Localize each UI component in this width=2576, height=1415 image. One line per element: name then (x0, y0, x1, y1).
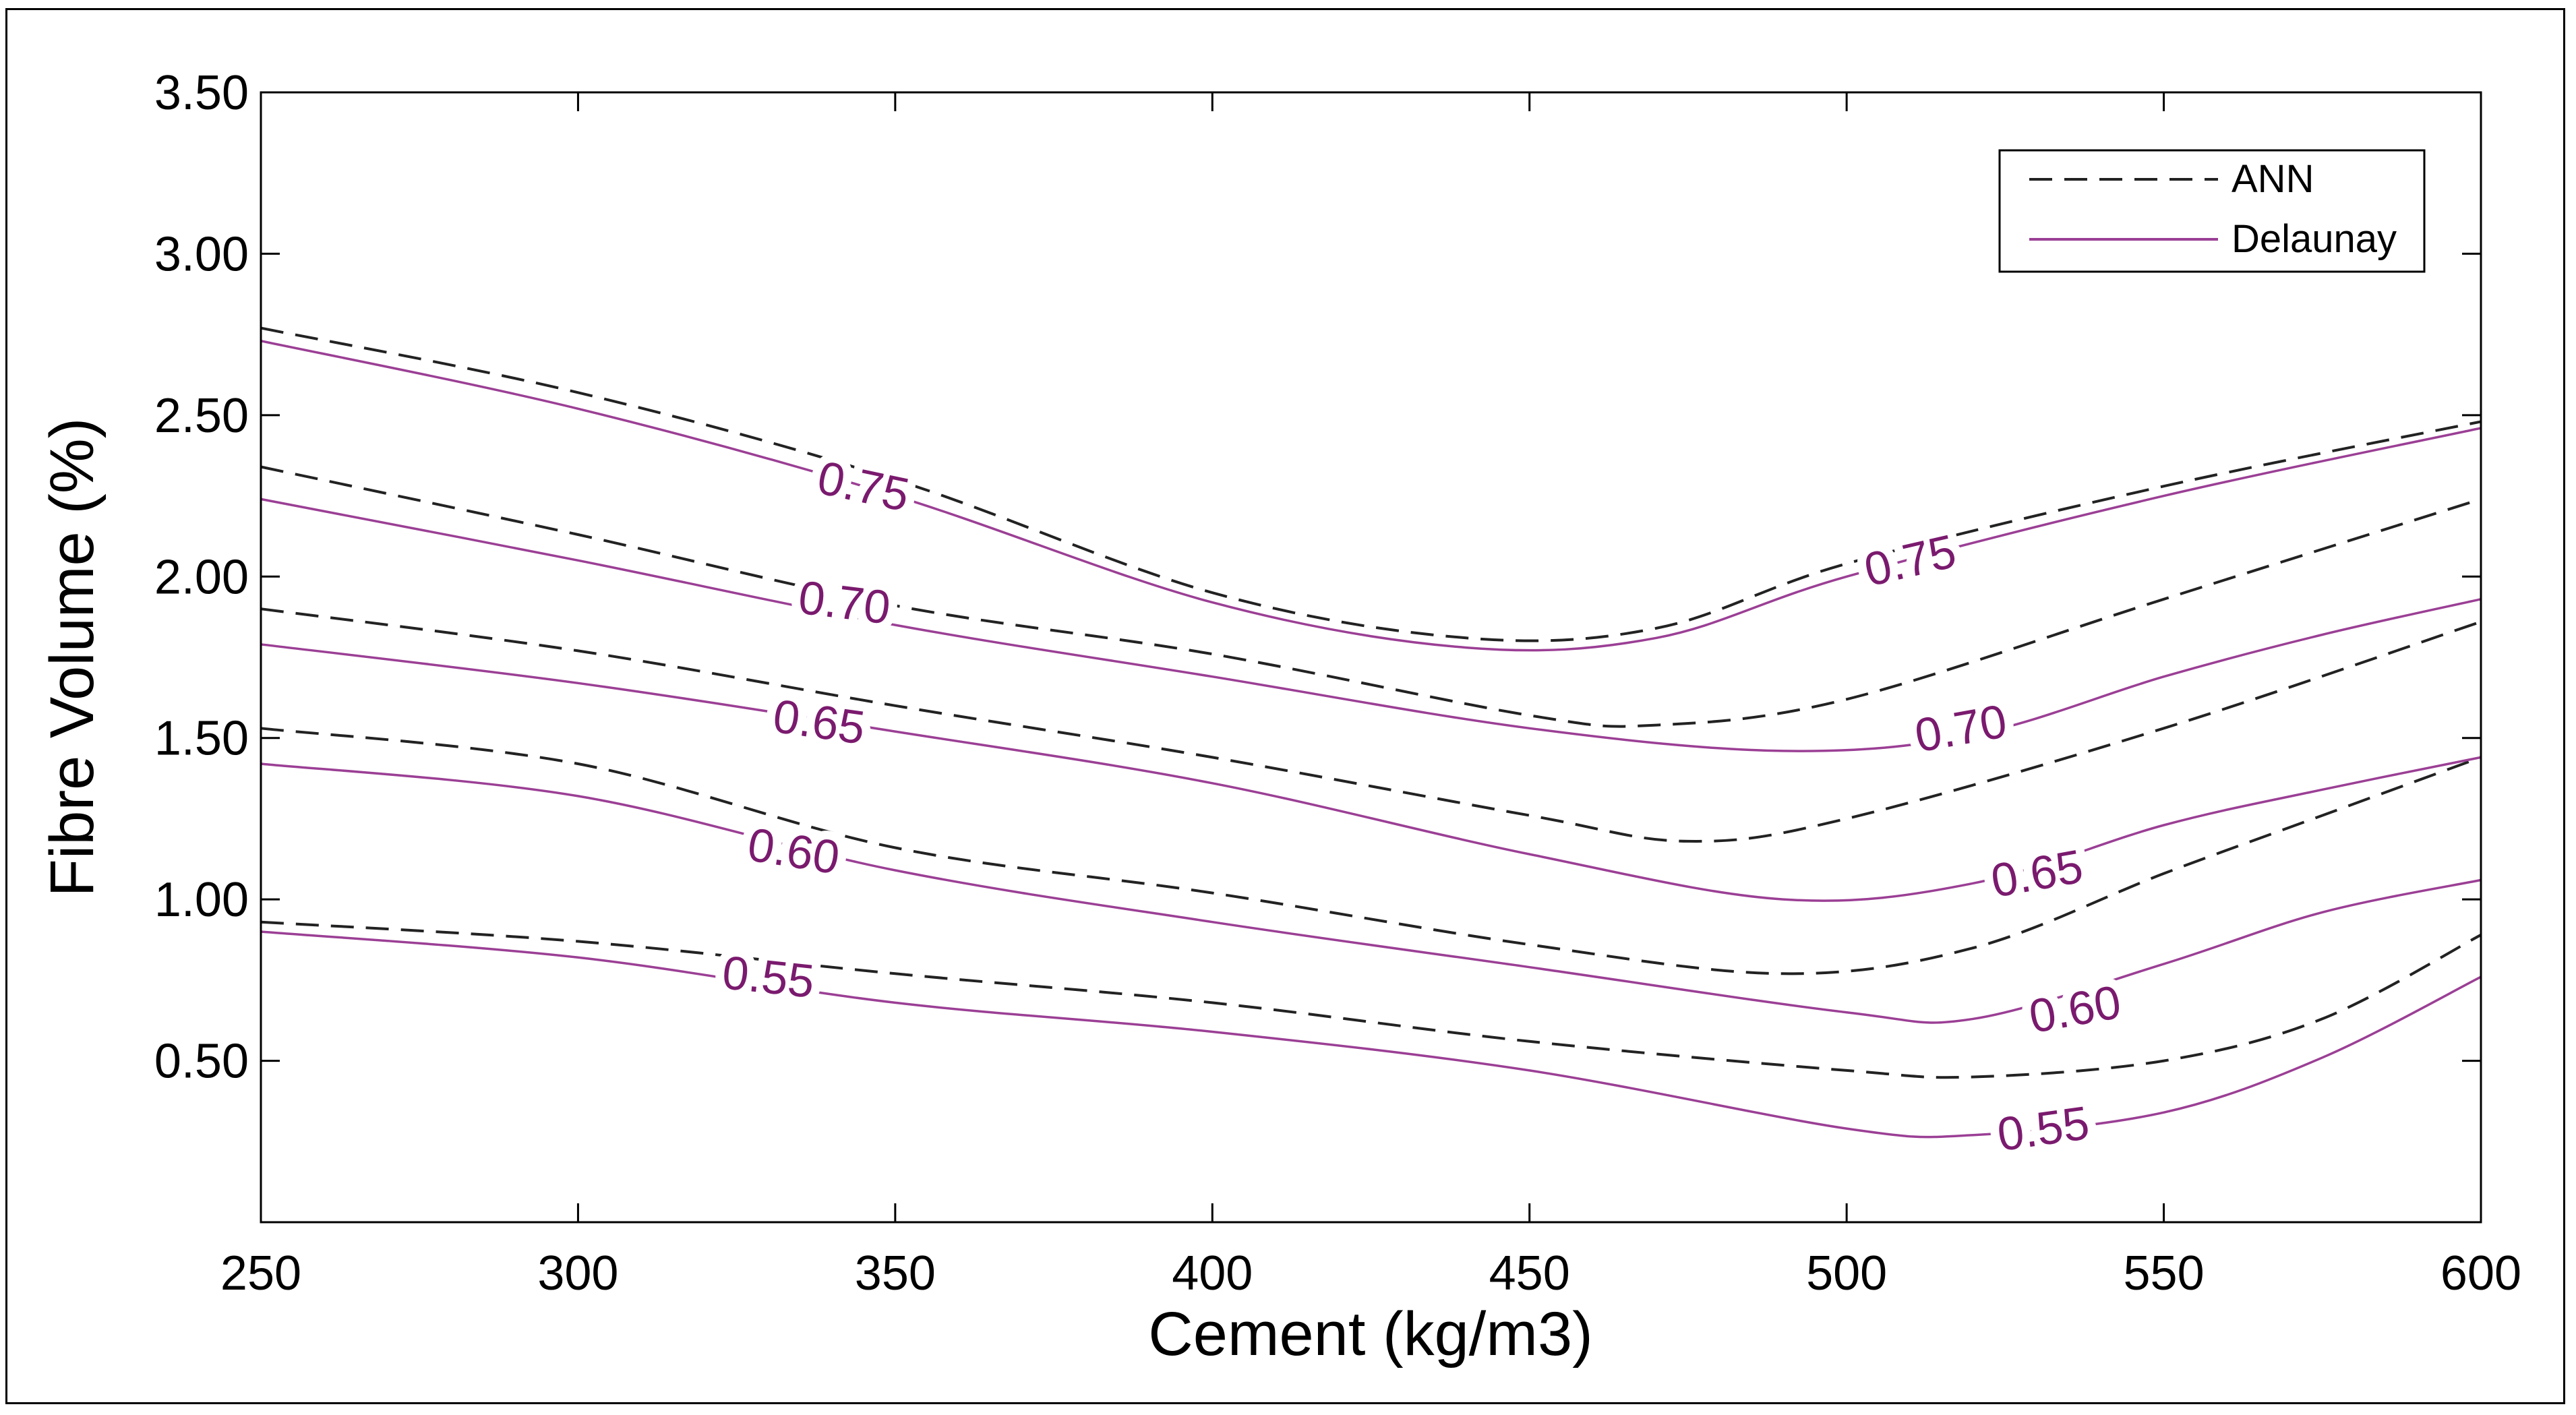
contour-line-delaunay-0.60 (260, 762, 2482, 1024)
contour-line-delaunay-0.75 (260, 339, 2482, 652)
legend-delaunay-label: Delaunay (2231, 217, 2397, 261)
x-axis-label: Cement (kg/m3) (1148, 1300, 1593, 1368)
contour-label-0: 0.75 (813, 451, 913, 522)
contour-lines (260, 326, 2482, 1139)
contour-line-delaunay-0.55 (260, 930, 2482, 1139)
y-tick-label: 1.00 (154, 873, 249, 927)
y-tick-label: 1.50 (154, 712, 249, 766)
figure-frame (5, 8, 2565, 1404)
x-tick-label: 450 (1489, 1246, 1570, 1300)
x-tick-label: 400 (1172, 1246, 1253, 1300)
contour-line-ann-0.70 (260, 465, 2482, 728)
contour-line-ann-0.65 (260, 607, 2482, 843)
contour-label-1: 0.70 (796, 571, 893, 634)
y-axis-label: Fibre Volume (%) (38, 418, 107, 897)
contour-line-delaunay-0.65 (260, 643, 2482, 902)
contour-label-9: 0.55 (1994, 1096, 2093, 1161)
y-tick-label: 0.50 (154, 1035, 249, 1089)
y-tick-label: 3.00 (154, 227, 249, 281)
x-tick-label: 300 (537, 1246, 618, 1300)
y-tick-label: 3.50 (154, 66, 249, 120)
contour-label-5: 0.75 (1859, 524, 1960, 597)
x-tick-label: 500 (1806, 1246, 1887, 1300)
y-tick-label: 2.50 (154, 389, 249, 443)
contour-label-3: 0.60 (744, 818, 843, 884)
contour-label-7: 0.65 (1987, 840, 2087, 907)
x-tick-label: 250 (220, 1246, 301, 1300)
legend-ann-label: ANN (2231, 157, 2314, 201)
contour-line-ann-0.60 (260, 727, 2482, 975)
y-tick-label: 2.00 (154, 550, 249, 604)
axis-ticks: 250 300 350 400 450 500 550 600 0.50 1.00 1.50 2.00… (154, 66, 2521, 1300)
x-tick-label: 550 (2124, 1246, 2205, 1300)
contour-label-8: 0.60 (2025, 975, 2125, 1043)
plot-area (260, 91, 2482, 1224)
x-tick-label: 600 (2440, 1246, 2521, 1300)
legend-box (1998, 149, 2426, 273)
x-tick-label: 350 (855, 1246, 936, 1300)
contour-line-ann-0.75 (260, 326, 2482, 642)
contour-label-4: 0.55 (720, 946, 817, 1008)
contour-label-6: 0.70 (1911, 694, 2011, 762)
legend: ANN Delaunay (1998, 149, 2426, 273)
contour-line-delaunay-0.70 (260, 498, 2482, 752)
contour-line-ann-0.55 (260, 920, 2482, 1079)
